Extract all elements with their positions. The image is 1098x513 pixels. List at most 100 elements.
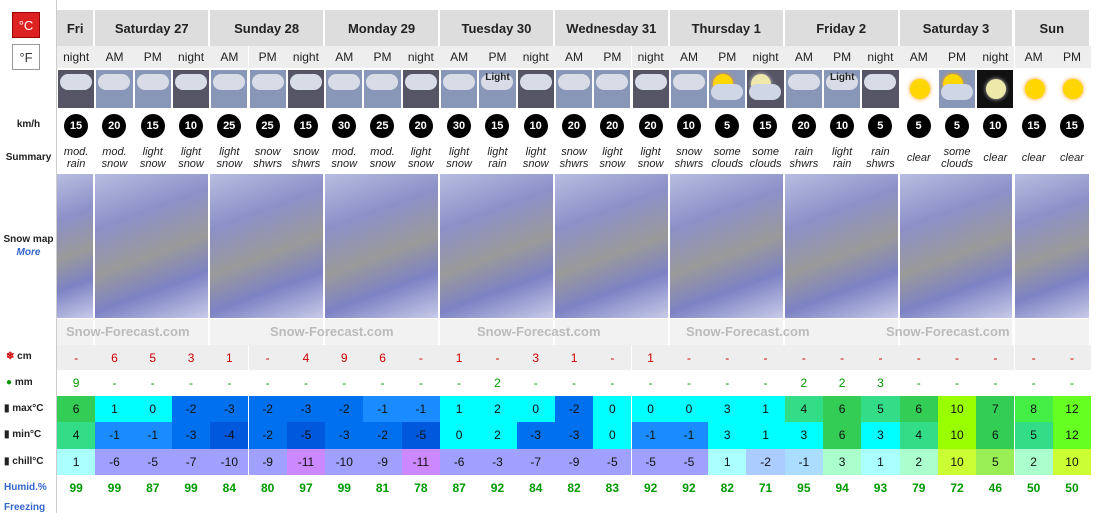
min-temp: -1 [133,422,172,449]
precip [792,94,818,104]
summary: light snow [178,146,204,170]
snow-cm: 9 [325,345,364,370]
precip [294,94,320,104]
wind-speed: 15 [485,114,510,138]
label-column [0,0,57,513]
day-header: Saturday 3 [899,10,1015,46]
watermark: Snow-Forecast.com [66,324,190,339]
precip [64,94,90,104]
period-label: night [516,46,555,68]
wind-speed: 5 [944,114,969,138]
row-label: ▮ max°C [4,403,44,414]
chill-temp: 1 [57,448,96,475]
humidity: 78 [414,481,428,495]
precip [141,94,167,104]
snow-cm: - [1052,345,1092,370]
watermark-strip [899,319,1015,345]
min-temp: -5 [401,422,440,449]
cloud [443,74,475,90]
max-temp: -3 [286,396,326,423]
weather-icon [709,70,746,108]
weather-icon [402,70,439,108]
row-label: Summary [5,151,52,163]
chill-temp: -10 [210,448,249,475]
chill-temp: 3 [823,448,862,475]
min-temp: -1 [95,422,134,449]
humidity: 46 [988,481,1003,495]
chill-temp: 5 [976,448,1015,475]
label-text: chill°C [12,456,44,467]
max-temp: 12 [1052,396,1092,423]
summary: clear [983,152,1008,164]
period-label: AM [554,46,594,68]
min-temp: 4 [899,422,938,449]
min-temp: 5 [1014,422,1053,449]
label-text: cm [17,351,32,362]
summary: light snow [446,146,472,170]
chill-temp: -9 [363,448,402,475]
min-temp: 0 [593,422,632,449]
chill-temp: -1 [784,448,823,475]
min-temp: -5 [286,422,326,449]
max-temp: 0 [516,396,555,423]
rain-mm: 2 [784,370,823,396]
weather-icon [747,70,784,108]
weather-icon [785,70,822,108]
period-label: PM [133,46,172,68]
more-link[interactable]: More [16,246,41,258]
snow-cm: 1 [554,345,594,370]
summary: light snow [216,146,243,170]
humidity: 99 [69,481,83,495]
chill-temp: 10 [937,448,977,475]
humidity: 82 [720,481,734,495]
snow-cm: - [1014,345,1053,370]
chill-temp: 1 [708,448,747,475]
max-temp: 0 [133,396,172,423]
snow-cm: - [899,345,938,370]
period-label: PM [248,46,287,68]
cloud [940,84,973,100]
humidity: 87 [452,481,466,495]
rain-mm: - [171,370,211,396]
weather-icon [211,70,248,108]
fahrenheit-button[interactable]: °F [12,44,40,70]
snow-cm: - [669,345,709,370]
max-temp: -1 [363,396,402,423]
weather-icon [287,70,325,108]
max-temp: -1 [401,396,440,423]
chill-temp: -11 [286,448,326,475]
sun [909,79,930,99]
watermark-strip [95,319,211,345]
max-temp: 8 [1014,396,1053,423]
icon-label: Light [485,72,510,83]
summary: clear [906,152,931,164]
snow-cm: - [478,345,517,370]
snow-cm: - [784,345,823,370]
day-header: Wednesday 31 [554,10,670,46]
precip [830,94,856,104]
rain-mm: - [325,370,364,396]
min-temp: 3 [861,422,900,449]
wind-speed: 15 [64,114,88,138]
humidity: 95 [797,481,811,495]
min-temp: 1 [746,422,785,449]
period-label: AM [899,46,938,68]
period-label: PM [1052,46,1092,68]
wind-speed: 10 [983,114,1008,138]
watermark: Snow-Forecast.com [270,324,394,339]
humidity: 87 [146,481,160,495]
snow-cm: - [401,345,440,370]
wind-speed: 10 [523,114,548,138]
precip [639,94,665,104]
period-label: PM [708,46,747,68]
snow-cm: 3 [171,345,211,370]
chill-temp: -6 [440,448,479,475]
sun [1062,79,1083,99]
rain-mm: - [708,370,747,396]
summary: snow shwrs [253,146,283,170]
summary: mod. snow [331,146,358,170]
day-header: Sun [1014,10,1092,46]
max-temp: -2 [248,396,287,423]
watermark: Snow-Forecast.com [686,324,810,339]
celsius-button[interactable]: °C [12,12,40,38]
